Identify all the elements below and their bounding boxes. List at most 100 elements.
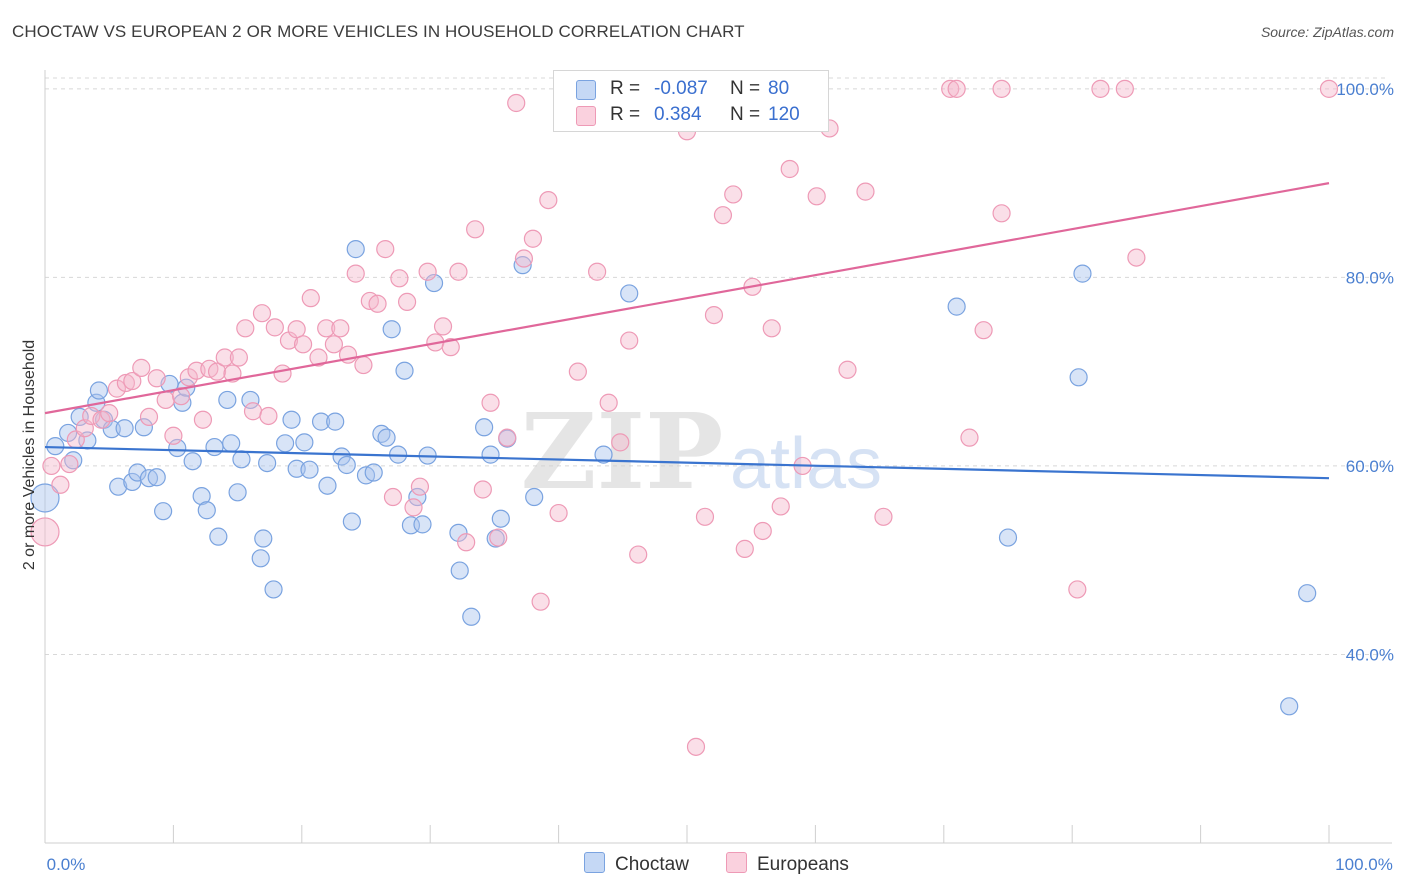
europeans-point-26[interactable]	[236, 319, 255, 338]
europeans-point-71[interactable]	[588, 262, 607, 281]
choctaw-point-33[interactable]	[254, 529, 273, 548]
europeans-point-8[interactable]	[100, 404, 119, 423]
europeans-point-98[interactable]	[947, 79, 966, 98]
europeans-point-103[interactable]	[1068, 580, 1087, 599]
europeans-point-94[interactable]	[838, 360, 857, 379]
choctaw-point-75[interactable]	[1073, 264, 1092, 283]
europeans-point-29[interactable]	[259, 406, 278, 426]
europeans-point-41[interactable]	[346, 264, 365, 283]
choctaw-point-46[interactable]	[342, 512, 361, 531]
europeans-point-42[interactable]	[354, 355, 373, 375]
choctaw-point-43[interactable]	[326, 412, 345, 431]
europeans-point-56[interactable]	[457, 533, 476, 552]
europeans-point-84[interactable]	[724, 185, 743, 204]
europeans-point-81[interactable]	[695, 507, 715, 526]
europeans-point-34[interactable]	[293, 335, 313, 354]
choctaw-point-59[interactable]	[424, 273, 444, 293]
choctaw-point-0[interactable]	[30, 483, 60, 513]
choctaw-point-22[interactable]	[183, 452, 202, 471]
choctaw-point-57[interactable]	[413, 515, 432, 534]
choctaw-point-51[interactable]	[377, 428, 396, 447]
choctaw-point-54[interactable]	[395, 361, 414, 380]
legend-item-europeans[interactable]: Europeans	[726, 852, 849, 876]
choctaw-point-30[interactable]	[232, 450, 251, 469]
choctaw-point-37[interactable]	[282, 410, 301, 429]
europeans-point-75[interactable]	[629, 545, 648, 564]
europeans-point-36[interactable]	[309, 348, 328, 367]
europeans-point-39[interactable]	[331, 319, 350, 338]
europeans-point-57[interactable]	[466, 220, 485, 239]
choctaw-point-24[interactable]	[197, 501, 216, 520]
choctaw-point-40[interactable]	[300, 460, 319, 479]
choctaw-point-45[interactable]	[337, 455, 356, 475]
choctaw-point-52[interactable]	[382, 320, 401, 339]
choctaw-point-68[interactable]	[513, 256, 532, 275]
europeans-point-1[interactable]	[42, 456, 61, 476]
europeans-point-62[interactable]	[507, 93, 526, 113]
choctaw-point-38[interactable]	[287, 459, 306, 478]
choctaw-point-56[interactable]	[408, 487, 427, 507]
europeans-point-65[interactable]	[531, 592, 550, 611]
europeans-point-47[interactable]	[390, 269, 409, 288]
europeans-point-59[interactable]	[481, 393, 500, 412]
choctaw-point-36[interactable]	[276, 434, 295, 453]
europeans-point-100[interactable]	[974, 321, 993, 340]
choctaw-point-11[interactable]	[115, 419, 134, 438]
europeans-point-95[interactable]	[856, 182, 875, 201]
europeans-point-92[interactable]	[807, 187, 826, 206]
europeans-point-60[interactable]	[489, 528, 508, 547]
choctaw-point-32[interactable]	[251, 549, 270, 568]
europeans-point-73[interactable]	[611, 433, 630, 452]
europeans-point-55[interactable]	[449, 262, 468, 281]
choctaw-point-31[interactable]	[241, 390, 260, 410]
europeans-point-23[interactable]	[215, 348, 234, 367]
choctaw-point-69[interactable]	[525, 487, 544, 507]
choctaw-point-28[interactable]	[222, 434, 241, 453]
europeans-point-9[interactable]	[107, 379, 127, 398]
choctaw-point-29[interactable]	[228, 483, 247, 502]
europeans-point-107[interactable]	[1319, 79, 1339, 98]
europeans-point-46[interactable]	[383, 487, 403, 507]
europeans-point-25[interactable]	[229, 348, 248, 367]
europeans-point-87[interactable]	[753, 521, 772, 541]
choctaw-point-27[interactable]	[218, 390, 237, 410]
europeans-point-27[interactable]	[243, 402, 263, 421]
choctaw-point-7[interactable]	[89, 381, 109, 400]
legend-item-choctaw[interactable]: Choctaw	[584, 852, 689, 876]
europeans-point-96[interactable]	[874, 507, 893, 526]
choctaw-point-44[interactable]	[332, 447, 351, 466]
choctaw-point-71[interactable]	[620, 284, 639, 303]
europeans-point-85[interactable]	[735, 539, 754, 558]
europeans-point-90[interactable]	[780, 159, 799, 179]
europeans-point-105[interactable]	[1115, 79, 1134, 98]
europeans-point-106[interactable]	[1127, 248, 1146, 267]
europeans-point-80[interactable]	[686, 737, 706, 756]
europeans-point-101[interactable]	[992, 79, 1011, 98]
choctaw-point-42[interactable]	[318, 476, 337, 495]
europeans-point-30[interactable]	[265, 318, 284, 337]
europeans-point-31[interactable]	[273, 364, 292, 383]
choctaw-point-66[interactable]	[491, 509, 510, 528]
europeans-point-64[interactable]	[523, 229, 543, 248]
europeans-point-3[interactable]	[60, 454, 79, 474]
europeans-point-89[interactable]	[771, 497, 790, 516]
choctaw-point-49[interactable]	[364, 463, 383, 482]
choctaw-point-63[interactable]	[475, 418, 494, 437]
europeans-point-2[interactable]	[51, 475, 70, 494]
choctaw-point-15[interactable]	[139, 469, 159, 488]
europeans-point-97[interactable]	[941, 79, 960, 98]
europeans-point-16[interactable]	[164, 426, 183, 445]
europeans-point-28[interactable]	[252, 304, 272, 323]
europeans-point-61[interactable]	[498, 428, 517, 447]
europeans-point-69[interactable]	[568, 362, 587, 381]
choctaw-point-35[interactable]	[264, 580, 283, 599]
europeans-point-44[interactable]	[368, 294, 387, 313]
choctaw-point-73[interactable]	[998, 528, 1018, 547]
choctaw-point-39[interactable]	[295, 433, 314, 452]
choctaw-point-47[interactable]	[346, 240, 365, 259]
europeans-point-14[interactable]	[147, 369, 166, 388]
europeans-point-82[interactable]	[704, 305, 724, 325]
europeans-point-88[interactable]	[762, 319, 781, 338]
europeans-point-83[interactable]	[713, 206, 733, 225]
choctaw-point-76[interactable]	[1298, 584, 1317, 603]
